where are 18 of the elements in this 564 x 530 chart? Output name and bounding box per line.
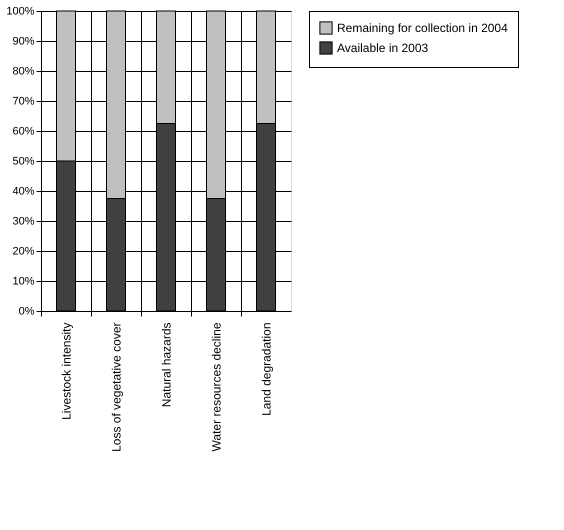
x-tick-label: Livestock intensity [60,322,74,420]
y-tick-label: 60% [12,126,35,138]
x-tick-label: Loss of vegetative cover [110,322,124,452]
legend-label: Available in 2003 [337,41,429,55]
y-tick-label: 90% [12,36,35,48]
y-tick-label: 20% [12,246,35,258]
y-tick-label: 30% [12,216,35,228]
y-tick-label: 100% [6,6,35,18]
legend-label: Remaining for collection in 2004 [337,21,508,35]
x-tick-label: Water resources decline [210,322,224,452]
y-tick-label: 80% [12,66,35,78]
y-tick-label: 40% [12,186,35,198]
y-tick-label: 70% [12,96,35,108]
x-tick-label: Natural hazards [160,322,174,408]
y-tick-label: 50% [12,156,35,168]
y-tick-label: 10% [12,276,35,288]
x-tick-label: Land degradation [260,322,274,416]
y-tick-label: 0% [18,306,35,318]
